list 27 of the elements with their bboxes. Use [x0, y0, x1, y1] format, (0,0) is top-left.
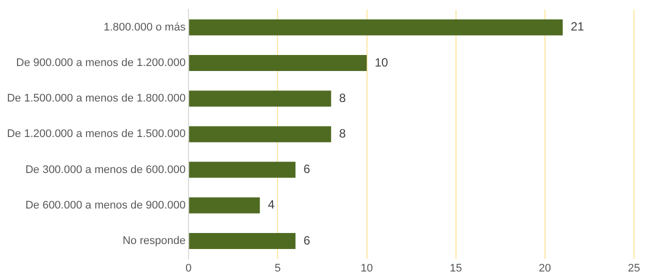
bar [189, 126, 332, 142]
data-label: 6 [303, 233, 310, 248]
data-label: 6 [303, 162, 310, 176]
y-tick-label: De 300.000 a menos de 600.000 [25, 164, 186, 176]
data-label: 21 [570, 20, 584, 34]
bar [189, 19, 563, 36]
bar [189, 90, 332, 107]
data-label: 10 [374, 55, 388, 70]
bar [189, 162, 296, 178]
y-tick-label: De 1.500.000 a menos de 1.800.000 [6, 92, 186, 105]
data-label: 8 [339, 90, 346, 105]
x-tick-label: 5 [274, 262, 281, 274]
x-tick-label: 15 [450, 262, 462, 274]
y-tick-label: De 1.200.000 a menos de 1.500.000 [6, 128, 186, 140]
x-tick-label: 10 [360, 262, 373, 274]
x-tick-label: 20 [538, 262, 552, 274]
bar [189, 197, 260, 214]
y-tick-label: De 600.000 a menos de 900.000 [25, 199, 186, 212]
data-label: 8 [339, 126, 346, 141]
y-tick-label: No responde [122, 235, 186, 248]
x-tick-label: 0 [186, 262, 192, 274]
bar [189, 54, 367, 72]
data-label: 4 [268, 198, 275, 212]
y-tick-label: De 900.000 a menos de 1.200.000 [16, 57, 186, 70]
y-tick-label: 1.800.000 o más [104, 21, 186, 34]
bar [189, 232, 296, 250]
x-tick-label: 25 [628, 262, 640, 274]
